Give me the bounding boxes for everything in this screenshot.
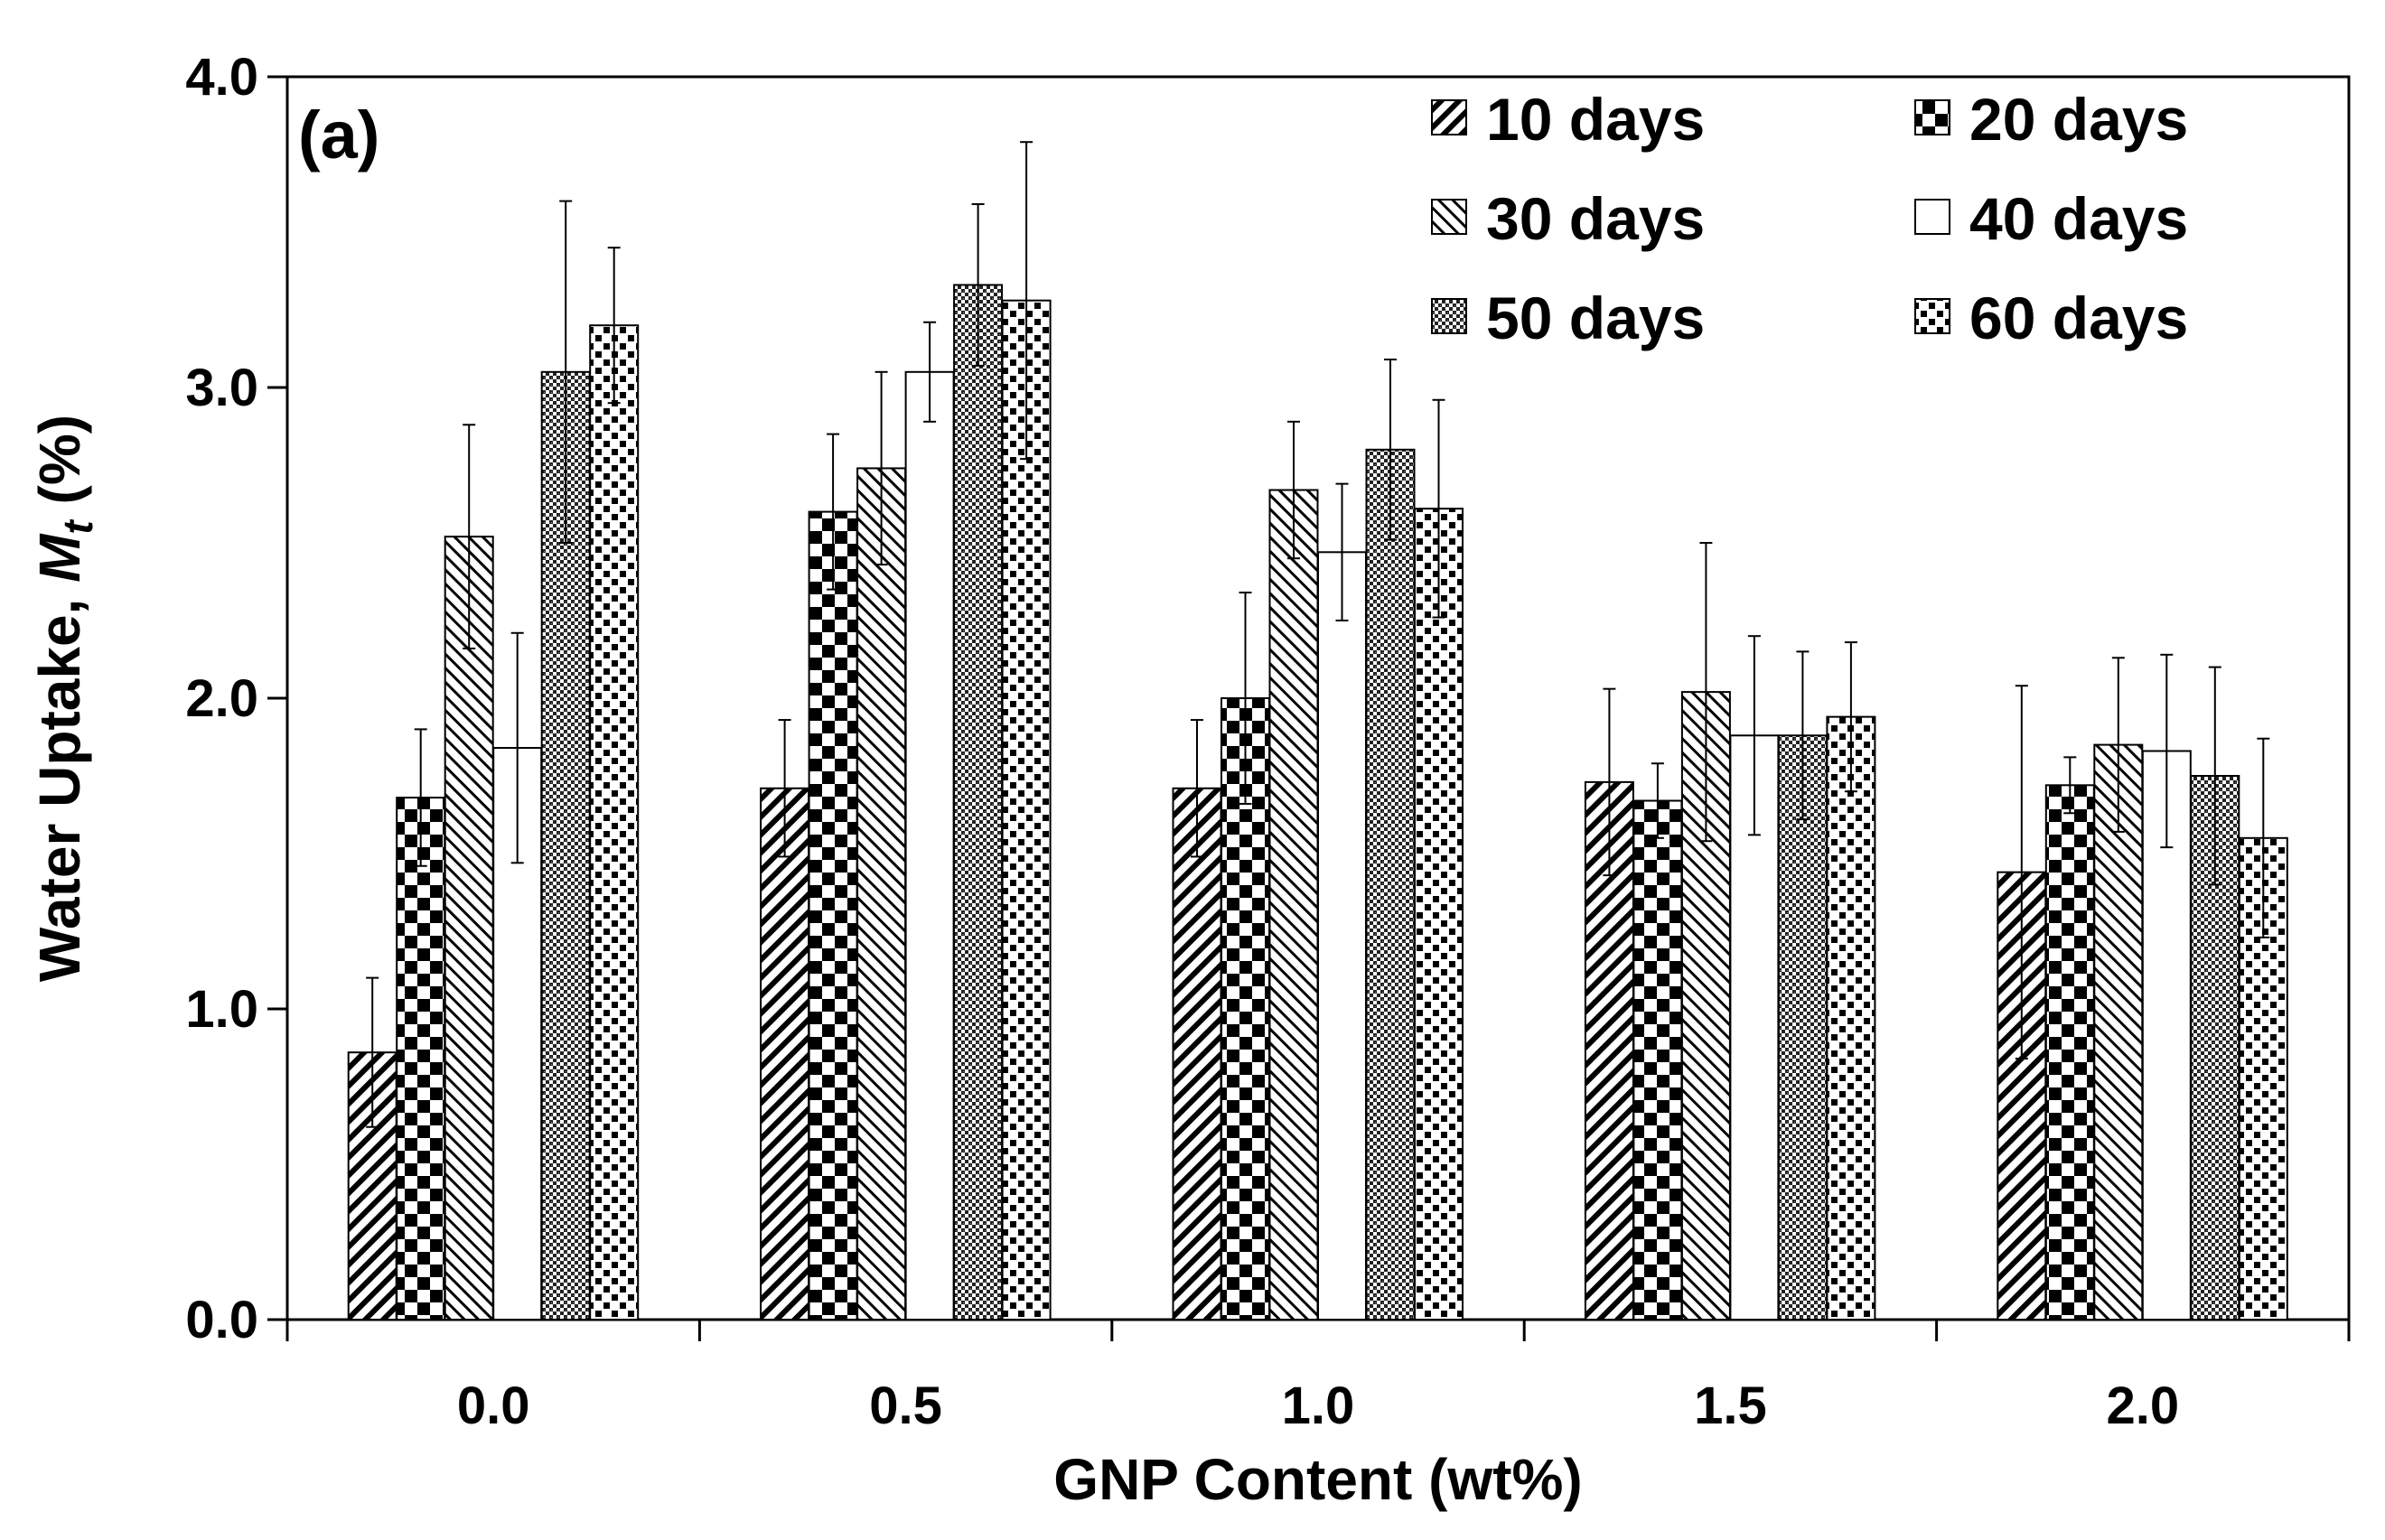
bar — [1632, 799, 1683, 1321]
legend-label: 10 days — [1486, 86, 1705, 153]
y-tick-label: 3.0 — [185, 359, 258, 417]
bar — [1317, 551, 1367, 1321]
labels-layer: 0.0 1.0 2.0 3.0 4.0 0.0 0.5 1.0 1.5 2.0 GNP Conten… — [27, 48, 2179, 1512]
x-tick-label: 1.0 — [1282, 1377, 1355, 1435]
legend-label: 40 days — [1969, 185, 2188, 252]
bar — [1365, 448, 1416, 1321]
bar — [808, 510, 858, 1321]
bar — [1826, 715, 1876, 1321]
bar — [444, 536, 494, 1321]
bar — [1414, 508, 1464, 1321]
bars-layer — [347, 284, 2288, 1321]
legend-swatch — [1914, 99, 1950, 135]
bar — [396, 797, 446, 1321]
legend-swatch — [1431, 199, 1467, 235]
error-bars-layer — [366, 141, 2270, 1128]
legend-label: 50 days — [1486, 285, 1705, 351]
x-tick-label: 0.5 — [869, 1377, 942, 1435]
bar — [1172, 787, 1222, 1321]
bar — [760, 787, 810, 1321]
x-tick-label: 0.0 — [457, 1377, 530, 1435]
legend-label: 20 days — [1969, 86, 2188, 153]
bar — [953, 284, 1004, 1321]
bar — [856, 467, 907, 1321]
bar — [1268, 489, 1319, 1321]
x-tick-label: 2.0 — [2106, 1377, 2179, 1435]
x-axis-title: GNP Content (wt%) — [1053, 1447, 1582, 1512]
bar — [1001, 299, 1052, 1321]
legend-swatch — [1431, 298, 1467, 334]
legend-label: 30 days — [1486, 185, 1705, 252]
bar — [1777, 734, 1828, 1321]
legend-swatch — [1431, 99, 1467, 135]
bar — [2044, 784, 2095, 1321]
legend: 10 days 20 days 30 days 40 days 50 days 60 da… — [1431, 86, 2188, 351]
x-tick-label: 1.5 — [1694, 1377, 1767, 1435]
legend-label: 60 days — [1969, 285, 2188, 351]
legend-swatch — [1914, 199, 1950, 235]
bar — [589, 324, 640, 1321]
bar — [904, 370, 955, 1321]
y-tick-label: 1.0 — [185, 980, 258, 1039]
y-tick-label: 2.0 — [185, 669, 258, 728]
y-tick-label: 4.0 — [185, 48, 258, 107]
panel-label: (a) — [298, 98, 379, 173]
legend-swatch — [1914, 298, 1950, 334]
y-tick-label: 0.0 — [185, 1291, 258, 1349]
y-axis-title: Water Uptake, Mt (%) — [27, 415, 101, 982]
